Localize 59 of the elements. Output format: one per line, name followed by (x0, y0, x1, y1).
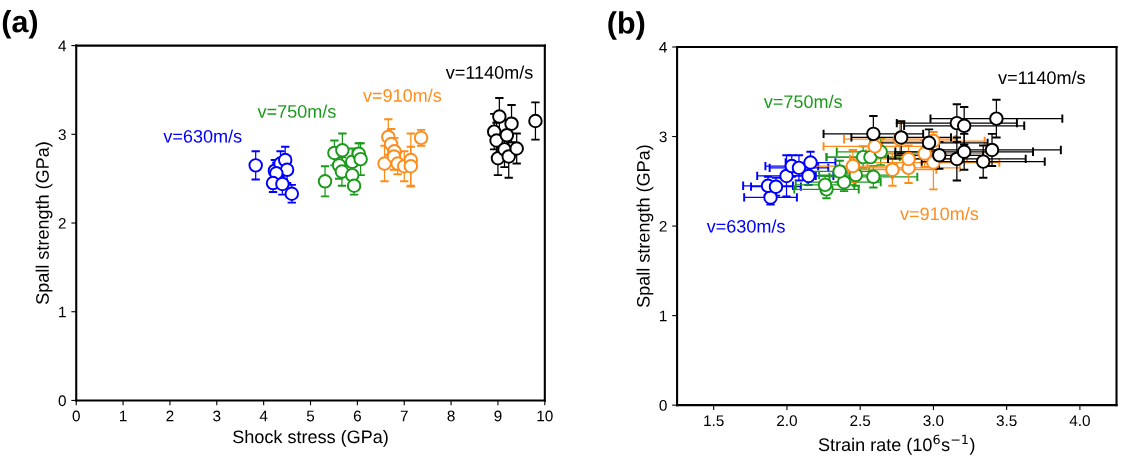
point (921, 135, 937, 151)
series-label: v=910m/s (900, 206, 979, 221)
x-axis-title: Shock stress (GPa) (233, 429, 388, 447)
y-tick-label: 3 (58, 129, 66, 140)
x-tick-label: 9 (494, 410, 502, 422)
y-tick-label: 0 (659, 400, 667, 411)
x-tick-label: 8 (447, 410, 455, 422)
point (403, 159, 419, 174)
x-tick-label: 1 (120, 410, 127, 422)
y-tick-label: 1 (660, 310, 667, 322)
chart-title: (a) (2, 10, 38, 39)
point (932, 148, 947, 163)
point (317, 174, 333, 189)
point (499, 127, 515, 143)
x-tick-label: 2.0 (777, 415, 797, 427)
x-tick-label: 5 (306, 410, 315, 422)
x-tick-label: 3.0 (923, 415, 944, 427)
series-label: v=630m/s (163, 129, 242, 143)
series-label: v=630m/s (706, 219, 785, 233)
series-label: v=1140m/s (998, 70, 1085, 85)
point (248, 158, 263, 173)
x-tick-label: 6 (353, 410, 361, 422)
x-axis-title: Strain rate (10$^{6}$s$^{−1}$) (818, 434, 975, 455)
y-tick-label: 1 (59, 306, 66, 318)
point (866, 126, 881, 142)
x-tick-label: 3.5 (996, 415, 1017, 427)
series-label: v=910m/s (363, 88, 442, 102)
x-tick-label: 0 (72, 410, 80, 422)
x-tick-label: 2 (166, 410, 174, 422)
point (335, 143, 350, 158)
point (976, 154, 991, 169)
x-tick-label: 10 (537, 410, 553, 422)
point (345, 167, 360, 183)
x-tick-label: 1.5 (704, 415, 724, 427)
point (989, 111, 1004, 126)
y-tick-label: 3 (659, 131, 667, 143)
x-tick-label: 7 (400, 410, 408, 422)
x-tick-label: 4 (259, 410, 268, 422)
y-axis-title: Spall strength (GPa) (35, 142, 53, 304)
y-tick-label: 0 (58, 395, 66, 407)
point (509, 141, 524, 156)
y-tick-label: 4 (659, 42, 667, 53)
y-tick-label: 2 (58, 217, 66, 229)
x-tick-label: 3 (213, 410, 221, 422)
y-tick-label: 2 (659, 220, 667, 232)
text: v=750m/s (763, 94, 842, 109)
point (885, 162, 900, 177)
series-label: v=1140m/s (445, 65, 533, 79)
point (528, 113, 543, 129)
point (867, 139, 883, 154)
series-label: v=750m/s (257, 104, 336, 118)
point (984, 142, 1000, 158)
y-axis-title: Spall strength (GPa) (636, 145, 654, 308)
y-tick-label: 4 (58, 40, 67, 52)
chart-title: (b) (608, 11, 645, 40)
point (501, 149, 516, 164)
point (353, 151, 368, 167)
x-tick-label: 2.5 (850, 415, 871, 427)
x-tick-label: 4.0 (1069, 415, 1090, 427)
